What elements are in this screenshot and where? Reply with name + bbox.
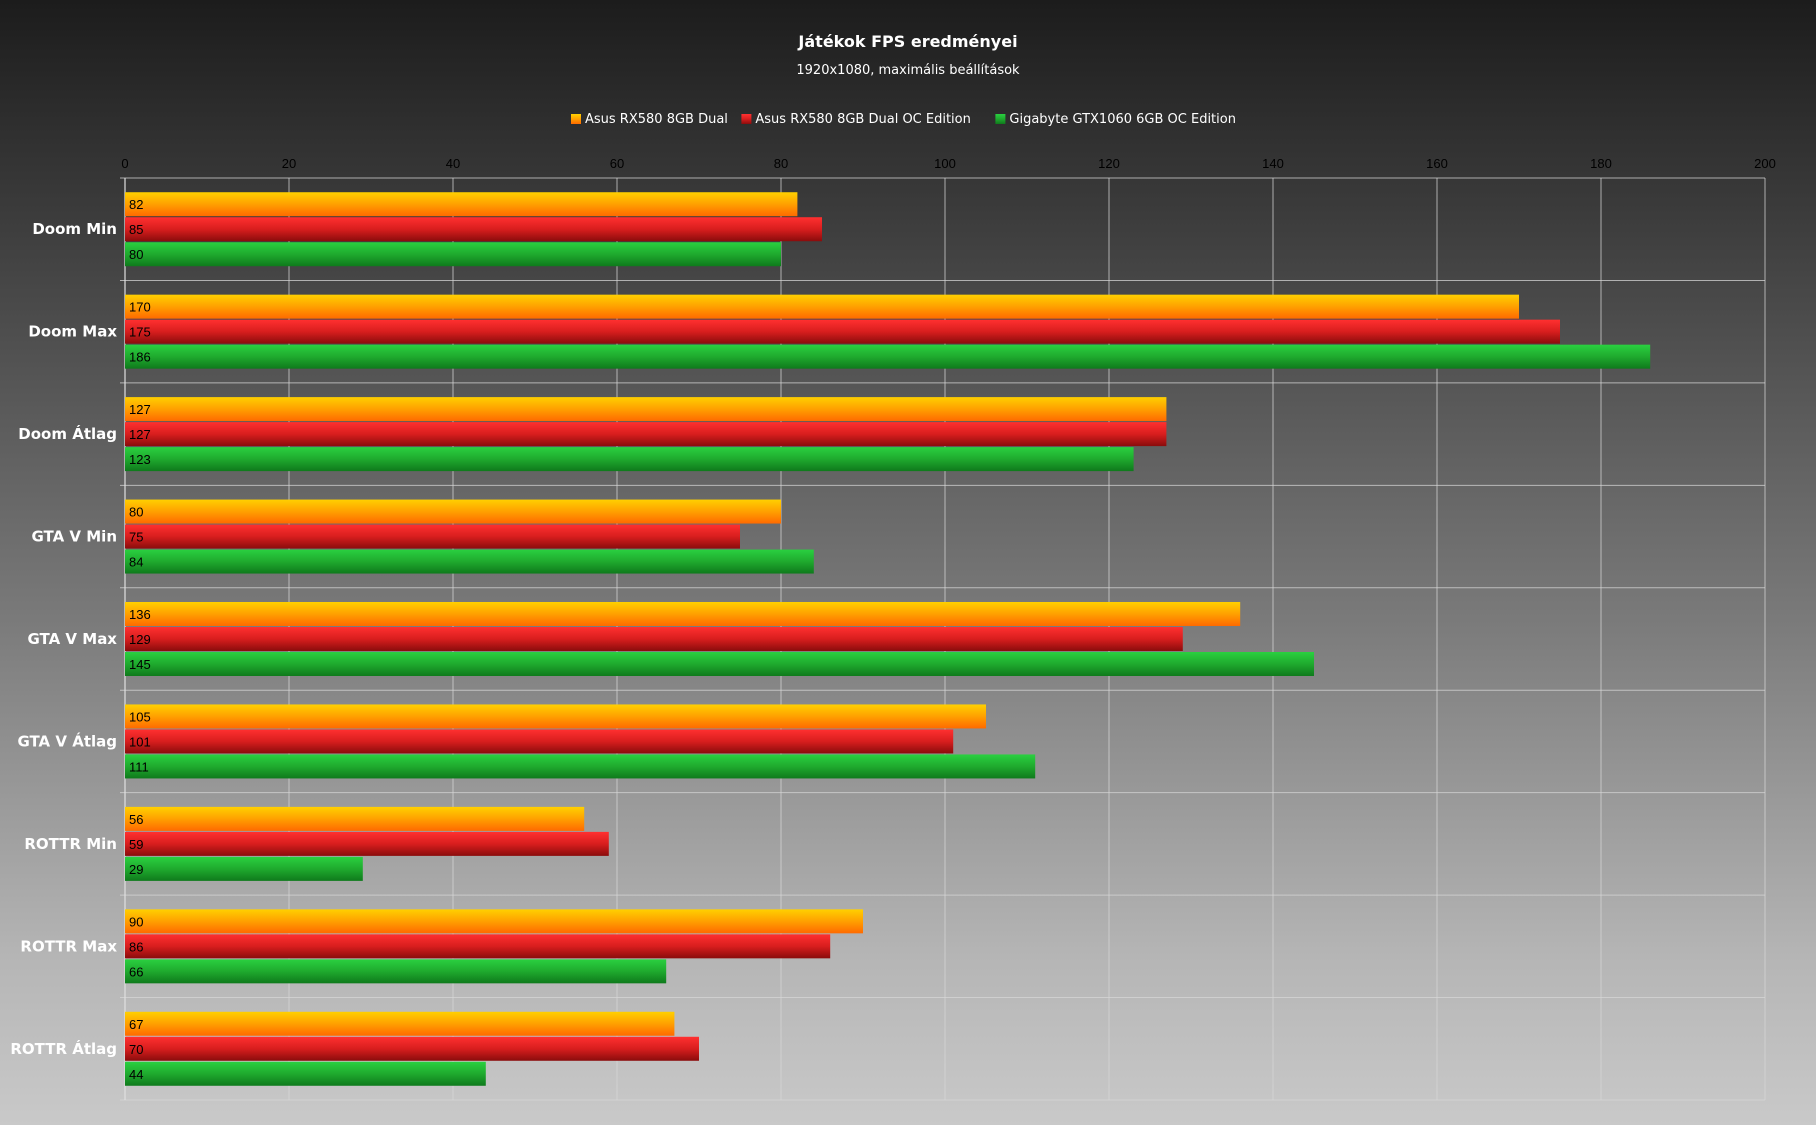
x-tick-label: 160 [1426,156,1448,171]
x-tick-label: 80 [774,156,788,171]
bar [125,549,814,574]
x-tick-label: 200 [1754,156,1776,171]
bar-value-label: 170 [129,300,151,315]
bar-value-label: 111 [129,759,149,774]
bar [125,602,1241,626]
x-tick-label: 180 [1590,156,1612,171]
bar [125,524,740,549]
legend-label: Asus RX580 8GB Dual OC Edition [755,112,970,127]
bar [125,192,798,217]
bar-value-label: 90 [129,914,143,929]
legend-item: Gigabyte GTX1060 6GB OC Edition [995,112,1236,127]
bar-value-label: 145 [129,657,151,672]
x-axis: 0 20 40 60 80 100 120 140 160 180 200 [121,156,1775,171]
legend-swatch [741,114,752,124]
bar [125,294,1519,319]
category-label: GTA V Min [31,528,117,546]
bar-value-label: 127 [129,402,151,417]
legend-item: Asus RX580 8GB Dual OC Edition [741,112,971,127]
bar [125,627,1183,651]
bar-value-label: 80 [129,505,143,520]
category-label: Doom Min [32,220,117,238]
bar [125,959,667,984]
bar-value-label: 129 [129,632,151,647]
bar-value-label: 105 [129,709,151,724]
bar [125,1011,675,1036]
bar [125,217,822,242]
x-tick-label: 120 [1098,156,1120,171]
legend-swatch [995,114,1006,124]
category-label: Doom Max [28,323,117,341]
bar [125,831,609,856]
bar [125,934,831,959]
category-label: ROTTR Min [24,835,117,853]
bar [125,422,1167,447]
bar [125,447,1134,472]
bar-value-label: 175 [129,325,151,340]
category-label: Doom Átlag [18,424,117,443]
bar-value-label: 82 [129,197,143,212]
bar [125,704,986,729]
bar [125,344,1651,369]
chart-title: Játékok FPS eredményei [797,32,1017,51]
legend-swatch [571,114,581,124]
bar-value-label: 86 [129,939,143,954]
bar-value-label: 136 [129,607,151,622]
bar-value-label: 127 [129,427,151,442]
bar [125,754,1036,779]
bars: 82 85 80 170 175 186 127 127 123 80 75 84 136 129 145 1… [125,192,1651,1086]
x-tick-label: 100 [934,156,956,171]
bar-value-label: 44 [129,1067,143,1082]
bar [125,499,781,524]
bar [125,319,1560,344]
bar [125,1061,486,1086]
chart-subtitle: 1920x1080, maximális beállítások [796,63,1020,78]
bar-value-label: 66 [129,964,143,979]
x-tick-label: 60 [610,156,624,171]
bar-value-label: 56 [129,812,143,827]
category-label: GTA V Max [27,630,117,648]
bar [125,909,863,934]
bar-value-label: 29 [129,862,143,877]
x-tick-label: 20 [282,156,296,171]
x-tick-label: 140 [1262,156,1284,171]
bar-value-label: 80 [129,247,143,262]
bar [125,242,781,267]
bar-value-label: 123 [129,452,151,467]
legend: Asus RX580 8GB Dual Asus RX580 8GB Dual O… [571,112,1236,127]
category-label: GTA V Átlag [17,731,117,750]
x-tick-label: 40 [446,156,460,171]
bar [125,652,1314,676]
bar [125,397,1167,422]
category-label: ROTTR Max [20,937,117,955]
bar-value-label: 67 [129,1017,143,1032]
bar [125,856,363,881]
y-axis: Doom Min Doom Max Doom Átlag GTA V Min GTA V… [10,220,117,1058]
bar-value-label: 101 [129,734,151,749]
bar-value-label: 84 [129,555,143,570]
bar [125,806,585,831]
bar-value-label: 85 [129,222,143,237]
legend-item: Asus RX580 8GB Dual [571,112,728,127]
bar-value-label: 70 [129,1042,143,1057]
x-tick-label: 0 [121,156,128,171]
bar-value-label: 186 [129,350,151,365]
category-label: ROTTR Átlag [10,1039,117,1058]
bar-value-label: 59 [129,837,143,852]
legend-label: Asus RX580 8GB Dual [585,112,728,127]
bar-value-label: 75 [129,530,143,545]
legend-label: Gigabyte GTX1060 6GB OC Edition [1009,112,1236,127]
bar [125,729,954,754]
bar [125,1036,699,1061]
